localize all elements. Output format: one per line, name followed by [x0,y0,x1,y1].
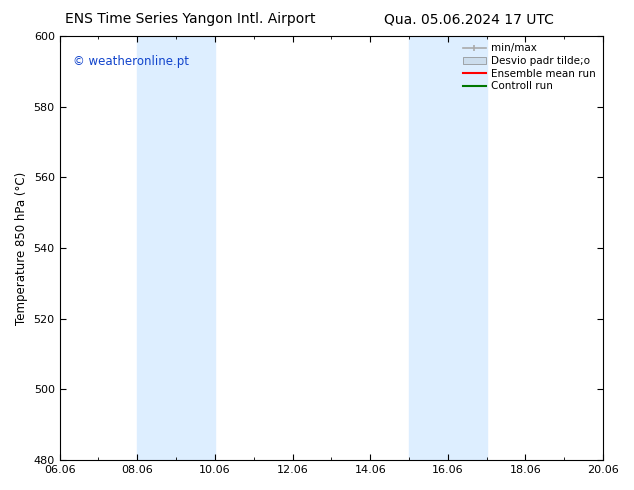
Text: ENS Time Series Yangon Intl. Airport: ENS Time Series Yangon Intl. Airport [65,12,316,26]
Text: © weatheronline.pt: © weatheronline.pt [74,55,190,68]
Text: Qua. 05.06.2024 17 UTC: Qua. 05.06.2024 17 UTC [384,12,554,26]
Y-axis label: Temperature 850 hPa (°C): Temperature 850 hPa (°C) [15,172,28,325]
Bar [138,36,215,460]
Legend: min/max, Desvio padr tilde;o, Ensemble mean run, Controll run: min/max, Desvio padr tilde;o, Ensemble m… [461,41,598,93]
Bar [409,36,487,460]
